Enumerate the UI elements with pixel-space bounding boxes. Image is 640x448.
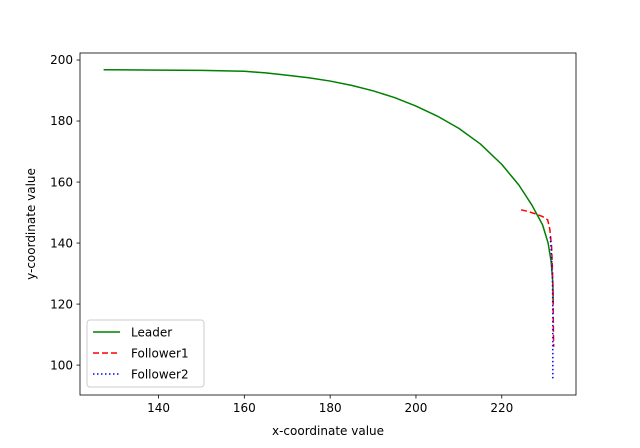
legend-box (86, 319, 205, 388)
legend-label-leader: Leader (131, 326, 172, 340)
x-tick-label: 220 (490, 401, 513, 415)
y-tick-label: 100 (50, 358, 73, 372)
y-tick-label: 140 (50, 236, 73, 250)
y-tick-label: 200 (50, 53, 73, 67)
y-axis-ticks: 100 120 140 160 180 200 (50, 53, 80, 372)
series-line-follower2 (549, 236, 554, 379)
x-tick-label: 160 (233, 401, 256, 415)
y-tick-label: 160 (50, 175, 73, 189)
series-line-leader (103, 69, 555, 305)
x-tick-label: 180 (319, 401, 342, 415)
y-axis-label: y-coordinate value (24, 168, 38, 280)
x-tick-label: 140 (147, 401, 170, 415)
plot-frame (79, 52, 577, 396)
legend: Leader Follower1 Follower2 (86, 319, 205, 388)
y-tick-label: 180 (50, 114, 73, 128)
plot-lines (103, 69, 555, 379)
legend-label-follower2: Follower2 (131, 368, 189, 382)
x-tick-label: 200 (405, 401, 428, 415)
x-axis-label: x-coordinate value (272, 424, 384, 438)
x-axis-ticks: 140 160 180 200 220 (147, 395, 513, 415)
legend-label-follower1: Follower1 (131, 347, 189, 361)
y-tick-label: 120 (50, 297, 73, 311)
